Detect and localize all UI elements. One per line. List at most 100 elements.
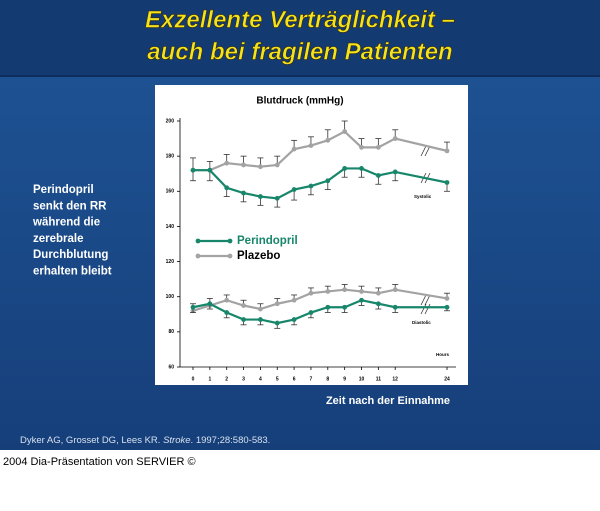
data-point [274,195,280,201]
side-text-line: zerebrale [33,233,84,245]
data-point [274,301,280,307]
y-tick-label: 180 [166,153,175,159]
legend-marker [195,238,201,244]
data-point [342,129,348,134]
data-point [241,162,246,168]
data-point [207,301,213,307]
data-point [359,297,364,303]
data-point [224,185,230,191]
x-tick-label: 1 [208,376,211,382]
chart-panel [155,85,468,385]
slide-title: Exzellente Verträglichkeit – [145,6,455,33]
data-point [207,167,213,173]
y-tick-label: 120 [166,259,175,265]
data-point [291,297,297,303]
x-tick-label: 2 [225,376,228,382]
x-tick-label: 11 [376,376,382,382]
side-text-line: erhalten bleibt [33,266,112,278]
data-point [392,304,398,310]
data-point [241,190,246,196]
data-point [325,137,331,143]
x-axis-title: Zeit nach der Einnahme [326,395,450,407]
data-point [258,194,263,199]
data-point [224,160,230,166]
data-point [444,304,450,310]
legend-label: Perindopril [237,235,298,247]
slide-title: auch bei fragilen Patienten [147,38,452,65]
data-point [274,320,280,326]
y-tick-label: 200 [166,118,175,124]
data-point [444,148,450,154]
data-point [308,143,314,149]
axis-break [424,294,431,306]
citation-journal: Stroke [163,435,190,446]
side-text: Perindopril senkt den RR während die zerebr… [32,184,112,278]
citation-rest: . 1997;28:580-583. [191,435,271,446]
y-tick-label: 160 [166,189,175,195]
x-tick-label: 9 [343,376,346,382]
x-tick-label: 0 [192,376,195,382]
data-point [190,167,196,173]
side-text-line: senkt den RR [33,200,107,212]
y-tick-label: 80 [168,329,174,335]
axis-break [424,303,431,315]
legend-marker [195,253,201,259]
side-text-line: während die [32,217,100,229]
data-point [392,169,398,175]
x-unit: Hours [436,352,449,357]
data-point [291,317,297,322]
data-point [258,164,263,170]
data-point [375,290,381,296]
data-point [291,146,297,152]
series-line [193,130,448,172]
side-text-line: Durchblutung [33,249,108,261]
data-point [342,304,348,310]
data-point [444,180,450,185]
x-tick-label: 12 [392,376,398,382]
chart-title: Blutdruck (mmHg) [256,96,343,107]
legend-marker [227,253,233,259]
legend-marker [227,238,233,244]
title-band [0,0,600,76]
series-line [193,167,448,200]
group-label: Systolic [414,194,432,199]
legend-label: Plazebo [237,250,280,262]
series-line [192,288,448,312]
data-point [308,310,314,315]
axis-break [420,294,427,306]
data-point [308,290,314,296]
data-point [375,301,381,307]
data-point [325,289,331,294]
data-point [359,166,364,171]
data-point [325,304,331,310]
axis-break [420,303,427,315]
footer: 2004 Dia-Präsentation von SERVIER © [3,456,196,468]
x-tick-label: 5 [276,376,279,382]
side-text-line: Perindopril [33,184,94,196]
data-point [291,187,297,192]
data-point [342,287,348,293]
group-label: Diastolic [412,320,431,325]
data-point [392,287,398,293]
data-point [308,183,314,189]
data-point [241,303,246,308]
x-tick-label: 24 [444,376,450,382]
y-tick-label: 140 [166,224,175,230]
data-point [325,178,331,184]
y-tick-label: 100 [166,294,175,300]
citation: Dyker AG, Grosset DG, Lees KR. Stroke. 1… [20,435,270,446]
data-point [359,144,364,150]
y-tick-label: 60 [168,364,174,370]
axis-break [420,145,427,157]
x-tick-label: 4 [259,376,262,382]
data-point [375,144,381,150]
data-point [241,317,246,322]
data-point [342,166,348,171]
x-tick-label: 8 [326,376,329,382]
data-point [274,162,280,168]
data-point [444,296,450,301]
citation-authors: Dyker AG, Grosset DG, Lees KR. [20,435,160,446]
data-point [258,306,263,312]
